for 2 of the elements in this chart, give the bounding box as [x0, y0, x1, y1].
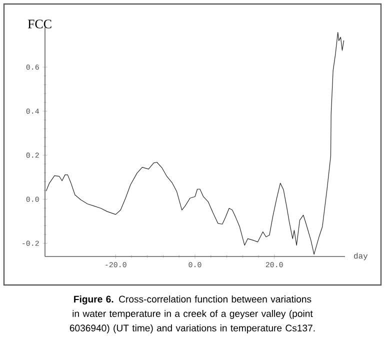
y-axis-title: FCC: [28, 20, 52, 28]
text: Figure 6. Cross-correlation function between variations in water temperature in a creek of a geyser valley (point 6036940) (UT time) and variations in temperature Cs137.: [70, 296, 315, 334]
